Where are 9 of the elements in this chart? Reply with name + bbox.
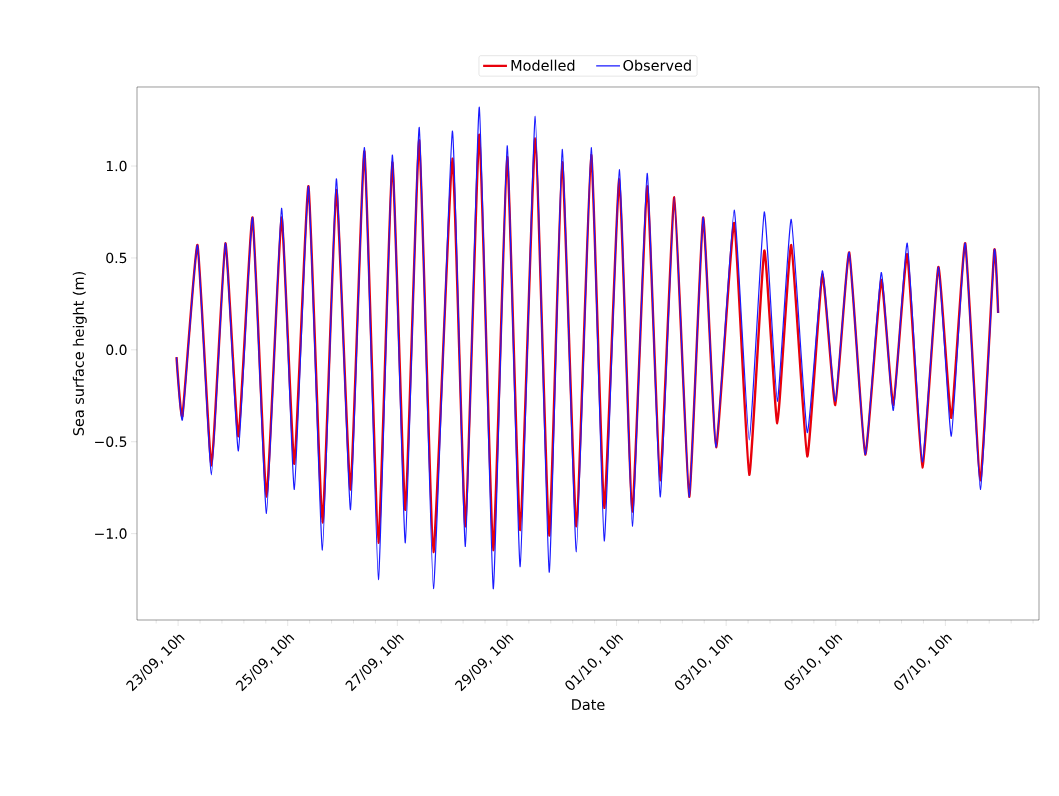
y-tick-label: −0.5 bbox=[95, 436, 127, 447]
legend-label: Modelled bbox=[511, 59, 575, 71]
y-tick-label: 0.5 bbox=[106, 252, 127, 264]
y-axis-title: Sea surface height (m) bbox=[72, 272, 87, 436]
y-tick-label: 0.0 bbox=[106, 344, 127, 356]
y-tick-label: 1.0 bbox=[106, 160, 127, 172]
y-tick-label: −1.0 bbox=[95, 528, 127, 539]
x-axis-title: Date bbox=[572, 699, 605, 711]
legend-label: Observed bbox=[623, 59, 691, 71]
